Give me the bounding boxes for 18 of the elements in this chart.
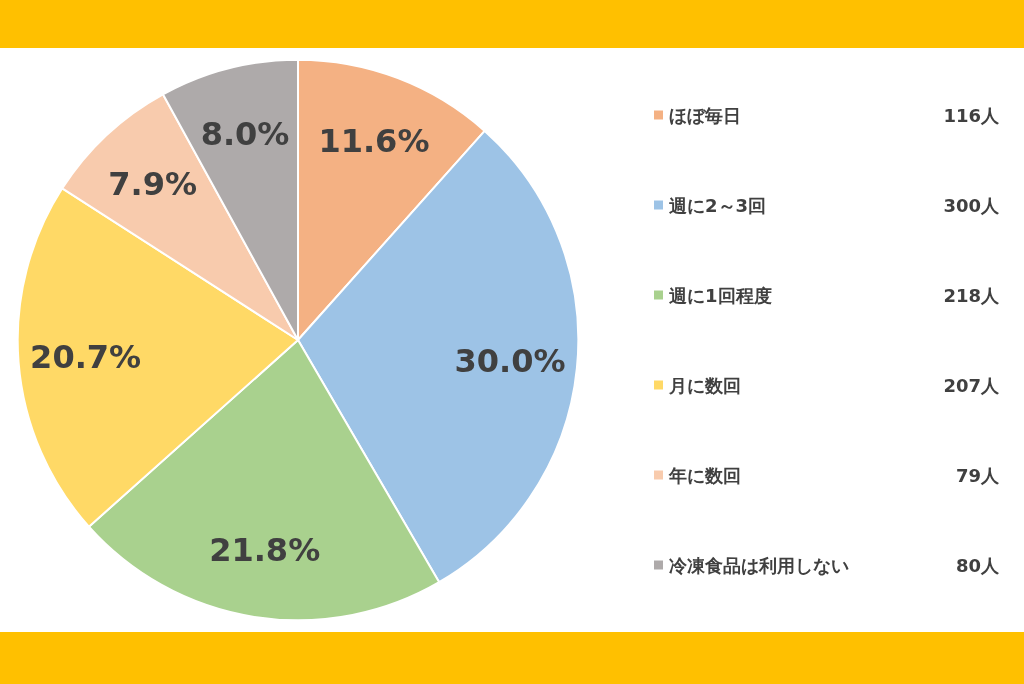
text: 300人: [943, 194, 1000, 216]
legend-label: 週に2～3回: [668, 194, 767, 216]
text: 218人: [943, 284, 1000, 306]
legend-label: 週に1回程度: [668, 284, 772, 306]
text: 80人: [955, 554, 1000, 576]
legend-label: 年に数回: [668, 464, 741, 486]
data-label: 7.9%: [108, 165, 198, 204]
legend-label: 冷凍食品は利用しない: [669, 554, 849, 576]
legend-label: ほぼ毎日: [669, 104, 741, 126]
text: 116人: [943, 104, 1000, 126]
text: 207人: [943, 374, 1000, 396]
text: 79人: [955, 464, 1000, 486]
data-label: 20.7%: [30, 337, 142, 376]
data-label: 8.0%: [200, 114, 290, 153]
data-label: 21.8%: [209, 531, 321, 570]
legend-label: 月に数回: [668, 374, 741, 396]
data-label: 30.0%: [454, 342, 566, 381]
data-label: 11.6%: [318, 121, 430, 160]
